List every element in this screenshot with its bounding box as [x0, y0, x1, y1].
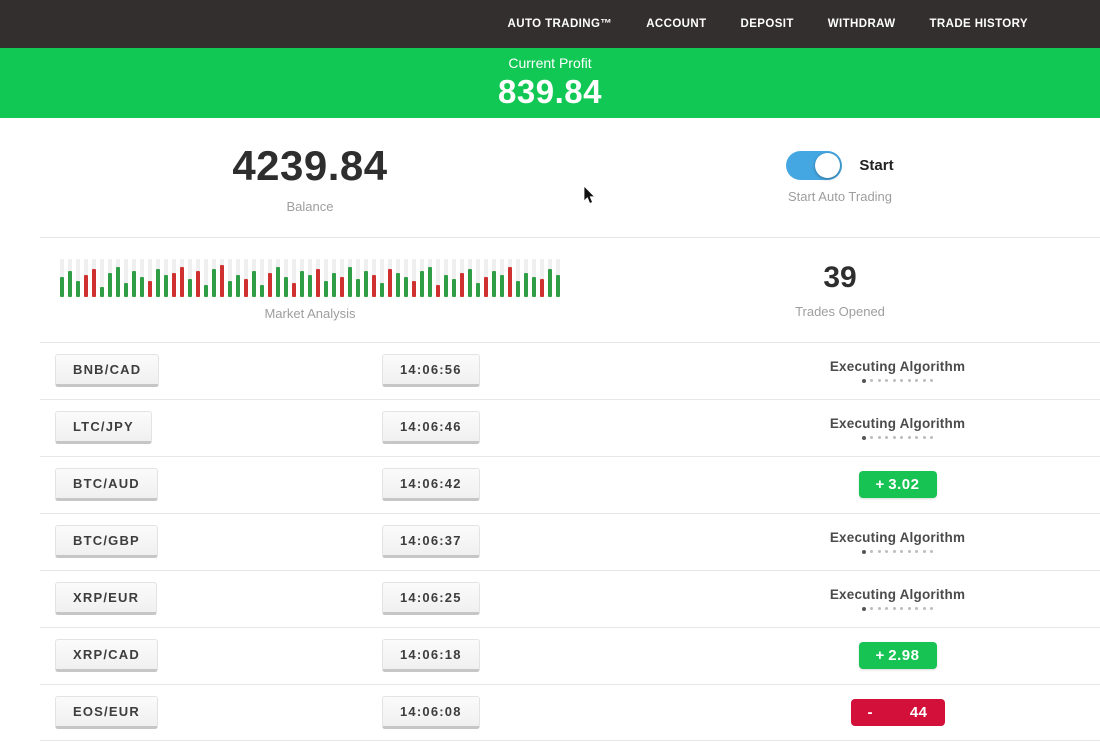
time-badge: 14:06:42: [382, 468, 480, 501]
loss-sign: -: [867, 704, 873, 721]
market-analysis-chart: [60, 259, 560, 297]
time-badge: 14:06:37: [382, 525, 480, 558]
profit-badge: + 3.02: [858, 471, 937, 498]
trades-table: BNB/CAD 14:06:56 Executing Algorithm LTC…: [0, 342, 1100, 741]
table-row: BNB/CAD 14:06:56 Executing Algorithm: [0, 342, 1100, 399]
trades-opened-label: Trades Opened: [795, 304, 885, 319]
profit-sign: +: [875, 476, 885, 493]
table-row: XRP/EUR 14:06:25 Executing Algorithm: [0, 570, 1100, 627]
status-executing: Executing Algorithm: [830, 416, 965, 440]
executing-label: Executing Algorithm: [829, 586, 966, 602]
time-badge: 14:06:18: [382, 639, 480, 672]
auto-trading-toggle[interactable]: [786, 151, 843, 180]
pair-badge: BNB/CAD: [55, 354, 160, 387]
auto-trading-caption: Start Auto Trading: [787, 189, 893, 204]
pair-badge: EOS/EUR: [55, 696, 158, 729]
table-row: BTC/AUD 14:06:42 + 3.02: [0, 456, 1100, 513]
top-nav: AUTO TRADING™ ACCOUNT DEPOSIT WITHDRAW T…: [0, 0, 1100, 48]
profit-badge: + 2.98: [858, 642, 937, 669]
status-executing: Executing Algorithm: [830, 530, 965, 554]
loss-value: 44: [909, 704, 928, 721]
pair-badge: BTC/AUD: [55, 468, 158, 501]
balance-section: 4239.84 Balance Start Start Auto Trading: [0, 118, 1100, 237]
time-badge: 14:06:46: [382, 411, 480, 444]
profit-value: 2.98: [888, 647, 920, 664]
trades-opened-value: 39: [823, 261, 857, 294]
toggle-knob-icon: [815, 153, 841, 178]
nav-auto-trading[interactable]: AUTO TRADING™: [507, 18, 613, 30]
progress-dots-icon: [861, 378, 934, 383]
table-row: LTC/JPY 14:06:46 Executing Algorithm: [0, 399, 1100, 456]
executing-label: Executing Algorithm: [829, 415, 966, 431]
progress-dots-icon: [861, 549, 934, 554]
profit-sign: +: [875, 647, 885, 664]
current-profit-label: Current Profit: [508, 55, 592, 71]
current-profit-banner: Current Profit 839.84: [0, 48, 1100, 118]
progress-dots-icon: [861, 435, 934, 440]
status-executing: Executing Algorithm: [830, 359, 965, 383]
toggle-label: Start: [859, 157, 894, 174]
executing-label: Executing Algorithm: [829, 529, 966, 545]
nav-account[interactable]: ACCOUNT: [646, 18, 707, 30]
time-badge: 14:06:08: [382, 696, 480, 729]
nav-deposit[interactable]: DEPOSIT: [740, 18, 794, 30]
loss-badge: - 44: [850, 699, 945, 726]
progress-dots-icon: [861, 606, 934, 611]
pair-badge: XRP/CAD: [55, 639, 158, 672]
time-badge: 14:06:56: [382, 354, 480, 387]
nav-trade-history[interactable]: TRADE HISTORY: [929, 18, 1028, 30]
pair-badge: XRP/EUR: [55, 582, 158, 615]
pair-badge: LTC/JPY: [55, 411, 152, 444]
executing-label: Executing Algorithm: [829, 358, 966, 374]
current-profit-value: 839.84: [498, 73, 602, 110]
nav-withdraw[interactable]: WITHDRAW: [827, 18, 896, 30]
time-badge: 14:06:25: [382, 582, 480, 615]
balance-value: 4239.84: [232, 141, 388, 189]
table-row: BTC/GBP 14:06:37 Executing Algorithm: [0, 513, 1100, 570]
pair-badge: BTC/GBP: [55, 525, 158, 558]
table-row: EOS/EUR 14:06:08 - 44: [0, 684, 1100, 741]
balance-label: Balance: [286, 198, 334, 214]
market-analysis-label: Market Analysis: [264, 306, 356, 321]
section-divider: [40, 237, 1100, 238]
status-executing: Executing Algorithm: [830, 587, 965, 611]
table-row: XRP/CAD 14:06:18 + 2.98: [0, 627, 1100, 684]
profit-value: 3.02: [888, 476, 920, 493]
market-analysis-section: Market Analysis 39 Trades Opened: [0, 238, 1100, 342]
